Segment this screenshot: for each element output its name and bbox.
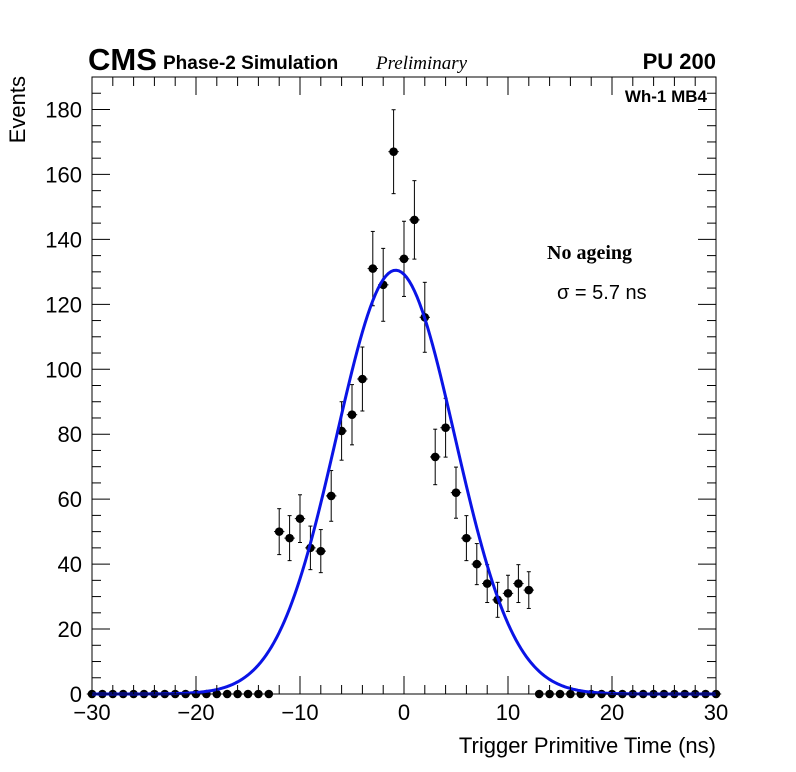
point-marker bbox=[347, 410, 357, 420]
data-point bbox=[388, 109, 399, 195]
x-tick-label: 30 bbox=[704, 700, 728, 725]
y-tick-label: 180 bbox=[45, 97, 82, 122]
point-marker bbox=[274, 527, 284, 536]
data-point bbox=[513, 564, 524, 604]
scenario-label: No ageing bbox=[547, 242, 632, 264]
point-marker bbox=[430, 452, 440, 462]
data-point bbox=[450, 466, 462, 519]
point-marker bbox=[285, 533, 294, 543]
data-point bbox=[294, 494, 306, 544]
point-marker bbox=[482, 579, 492, 588]
y-tick-label: 140 bbox=[45, 227, 82, 252]
data-marks bbox=[86, 109, 722, 699]
y-tick-label: 80 bbox=[58, 422, 82, 447]
point-marker bbox=[472, 559, 482, 569]
y-tick-label: 60 bbox=[58, 487, 82, 512]
data-point bbox=[398, 220, 410, 297]
x-tick-label: 20 bbox=[600, 700, 624, 725]
data-point bbox=[274, 508, 285, 556]
point-marker bbox=[389, 147, 398, 156]
x-tick-label: 0 bbox=[398, 700, 410, 725]
x-tick-label: −10 bbox=[281, 700, 318, 725]
region-label: Wh-1 MB4 bbox=[625, 87, 708, 106]
point-marker bbox=[514, 579, 523, 588]
point-marker bbox=[441, 423, 450, 433]
data-point bbox=[440, 397, 451, 458]
y-tick-label: 100 bbox=[45, 357, 82, 382]
pileup-label: PU 200 bbox=[643, 49, 716, 74]
point-marker bbox=[368, 264, 378, 273]
y-axis-title: Events bbox=[5, 76, 30, 143]
point-marker bbox=[462, 533, 471, 543]
axes: −30 −20 −10 0 10 20 30 0 20 40 60 80 100 120 140 160 180 bbox=[45, 76, 728, 725]
data-point bbox=[461, 515, 472, 562]
point-marker bbox=[399, 254, 409, 264]
point-marker bbox=[410, 215, 419, 225]
data-point bbox=[430, 428, 441, 486]
data-point bbox=[409, 180, 420, 260]
data-point bbox=[357, 346, 368, 412]
sigma-label: σ = 5.7 ns bbox=[557, 282, 647, 304]
simulation-label: Phase-2 Simulation bbox=[163, 53, 338, 74]
y-tick-label: 20 bbox=[58, 617, 82, 642]
gaussian-fit-line bbox=[92, 268, 716, 696]
data-point bbox=[346, 384, 358, 446]
x-tick-label: −20 bbox=[177, 700, 214, 725]
data-point bbox=[471, 543, 482, 586]
y-tick-label: 0 bbox=[70, 682, 82, 707]
y-tick-label: 160 bbox=[45, 162, 82, 187]
cms-label: CMS bbox=[88, 42, 157, 77]
data-point bbox=[284, 515, 295, 562]
point-marker bbox=[524, 585, 534, 595]
plot-frame bbox=[91, 76, 717, 695]
point-marker bbox=[295, 514, 305, 523]
data-point bbox=[523, 571, 534, 609]
point-marker bbox=[358, 374, 367, 384]
x-tick-label: 10 bbox=[496, 700, 520, 725]
data-point bbox=[315, 529, 326, 574]
y-tick-label: 40 bbox=[58, 552, 82, 577]
x-axis-title: Trigger Primitive Time (ns) bbox=[459, 733, 716, 758]
data-point bbox=[367, 230, 378, 307]
point-marker bbox=[316, 546, 326, 556]
data-point bbox=[326, 470, 337, 522]
point-marker bbox=[326, 491, 336, 501]
y-tick-label: 120 bbox=[45, 292, 82, 317]
point-marker bbox=[451, 488, 461, 497]
preliminary-label: Preliminary bbox=[375, 53, 468, 74]
point-marker bbox=[503, 589, 513, 598]
x-tick-label: −30 bbox=[73, 700, 110, 725]
data-point bbox=[502, 574, 514, 612]
